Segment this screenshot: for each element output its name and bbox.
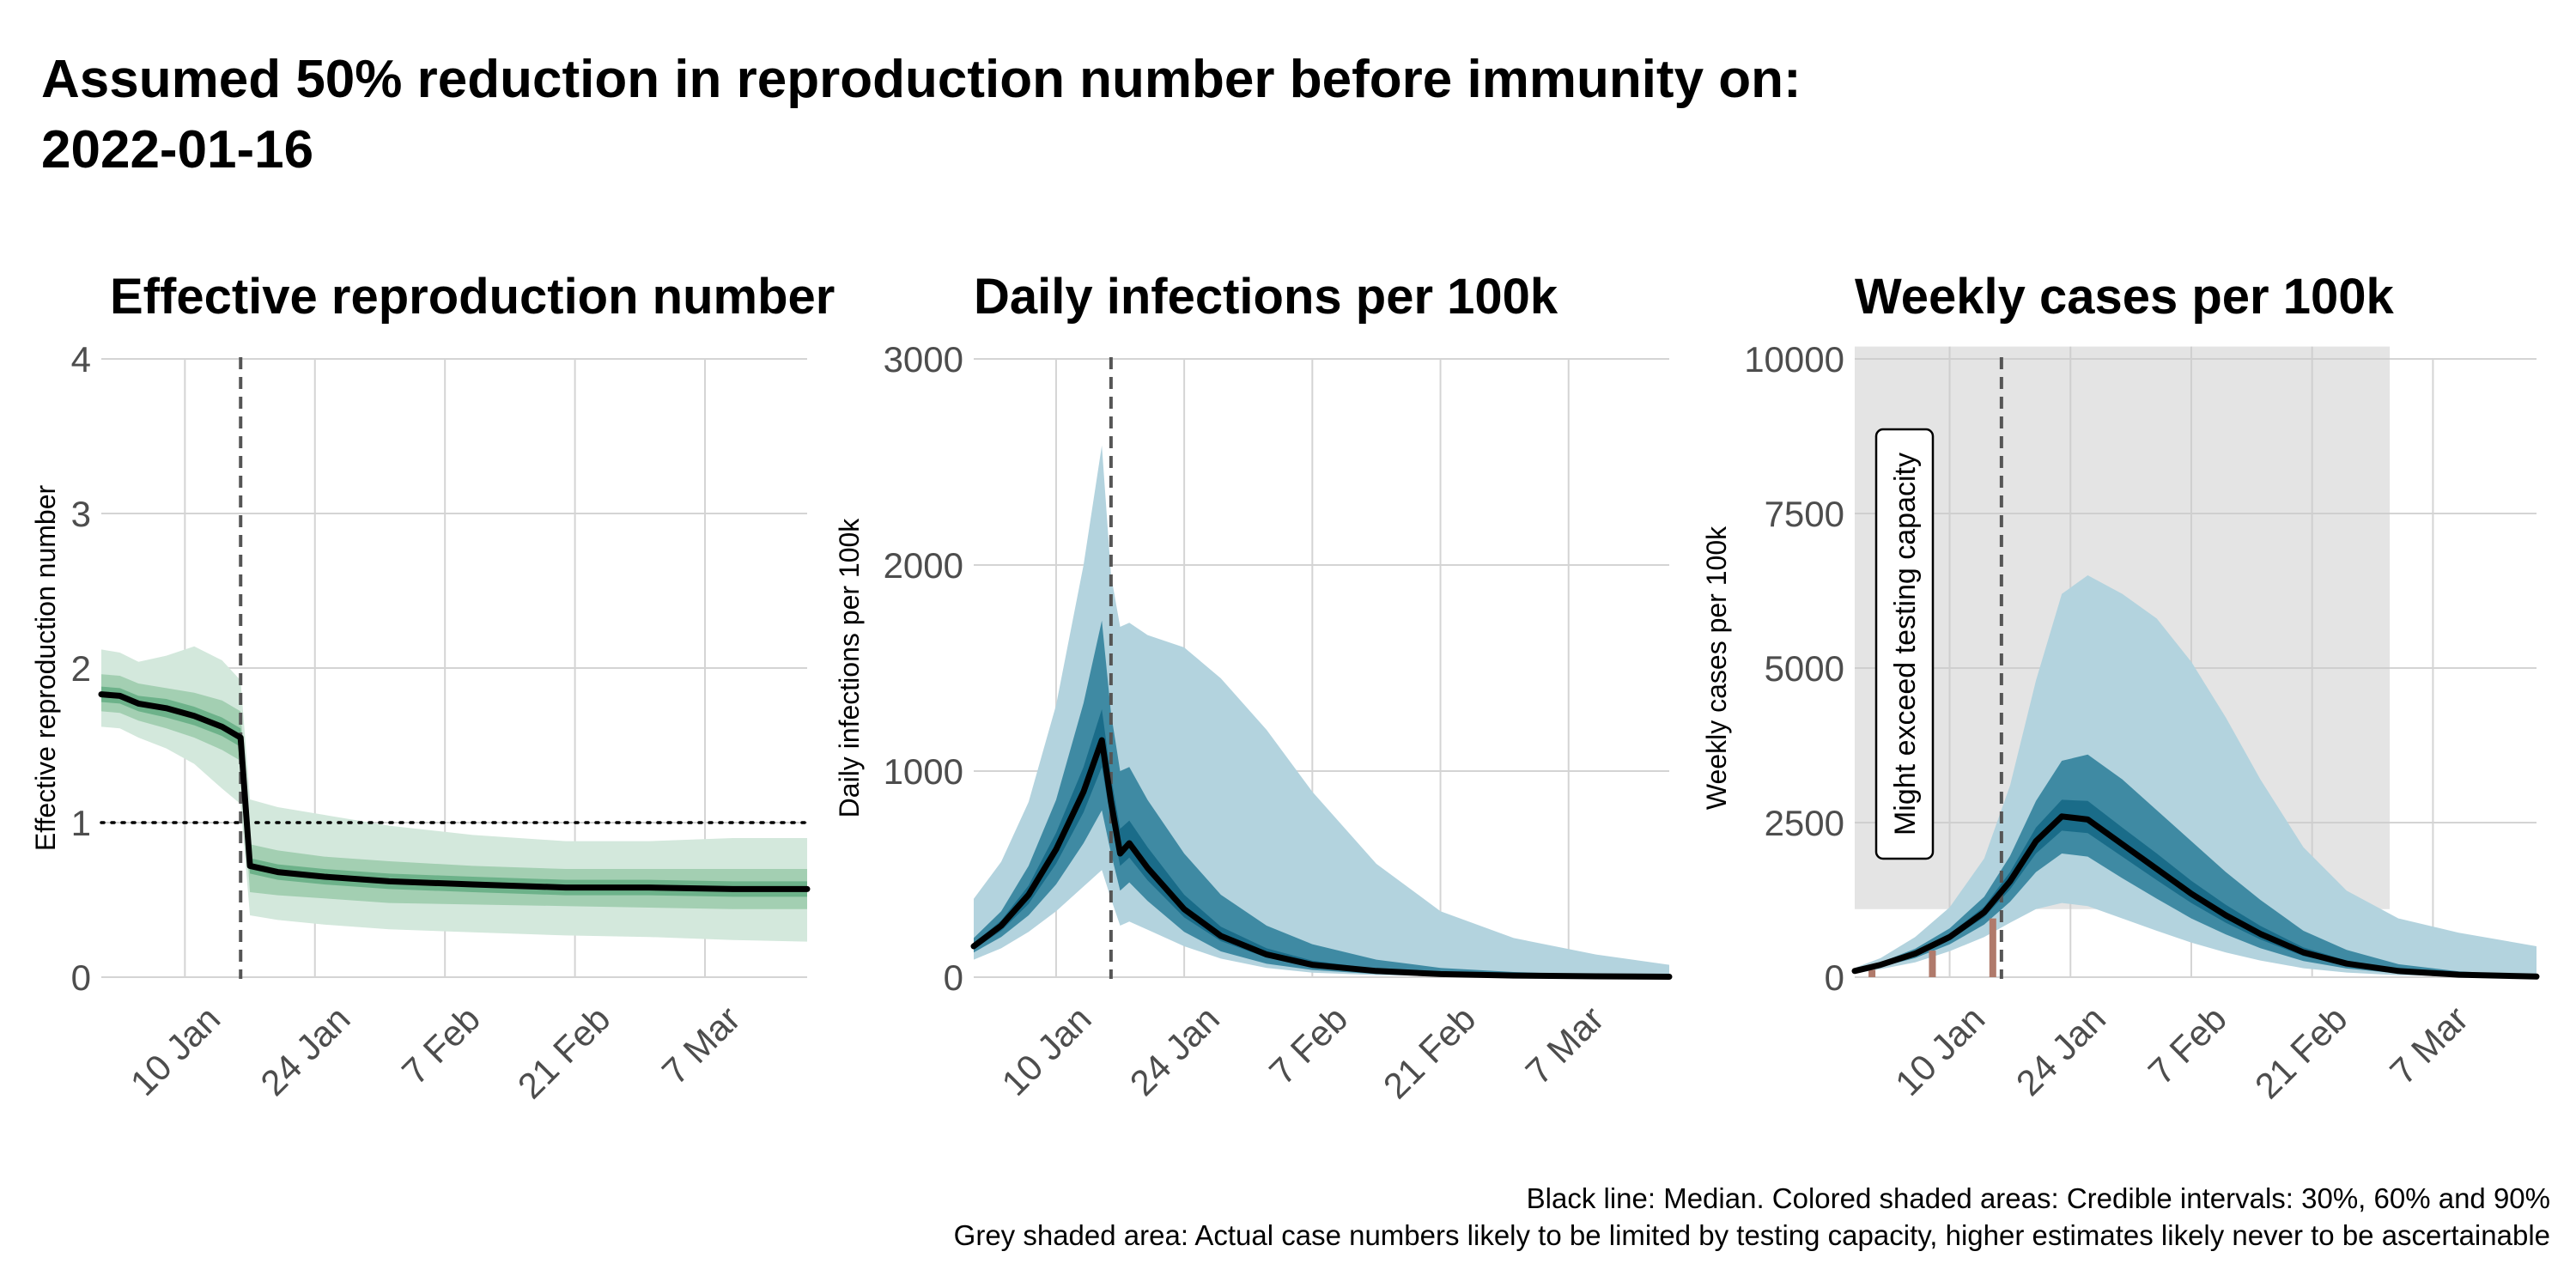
main-title: Assumed 50% reduction in reproduction nu… (41, 45, 1801, 185)
y-tick-label: 1 (71, 803, 91, 843)
x-tick-label: 24 Jan (252, 999, 357, 1103)
median-line (1851, 813, 2540, 980)
x-tick-label: 21 Feb (510, 999, 618, 1107)
x-tick-label: 10 Jan (123, 999, 228, 1103)
x-tick-label: 7 Feb (394, 999, 488, 1092)
credible-interval-ci30 (1855, 799, 2537, 977)
credible-interval-ci60 (974, 620, 1669, 977)
y-tick-label: 2500 (1765, 803, 1844, 843)
annotation-box (1874, 428, 1935, 860)
y-tick-label: 1000 (884, 751, 963, 792)
x-tick-label: 7 Mar (2382, 999, 2476, 1092)
x-tick-label: 7 Feb (2141, 999, 2234, 1092)
y-axis-label: Daily infections per 100k (834, 518, 865, 818)
y-tick-label: 7500 (1765, 494, 1844, 534)
annotation-text: Might exceed testing capacity (1889, 453, 1922, 835)
y-tick-label: 3000 (884, 339, 963, 380)
median-line (98, 691, 811, 892)
panel-effective-reproduction-number: Effective reproduction number Effective r… (30, 269, 835, 1106)
y-tick-label: 5000 (1765, 648, 1844, 689)
credible-interval-ci90 (974, 445, 1669, 977)
x-tick-label: 24 Jan (2008, 999, 2113, 1103)
panel-daily-infections: Daily infections per 100k Daily infection… (834, 269, 1673, 1107)
x-tick-label: 21 Feb (2247, 999, 2355, 1107)
panel-weekly-cases: Might exceed testing capacity Weekly case… (1701, 269, 2540, 1107)
y-tick-label: 0 (944, 957, 963, 998)
x-tick-label: 10 Jan (1887, 999, 1992, 1103)
x-tick-label: 21 Feb (1376, 999, 1484, 1107)
y-axis-label: Effective reproduction number (30, 485, 61, 852)
reported-cases-bar (1929, 951, 1936, 977)
panel-title: Weekly cases per 100k (1855, 269, 2394, 325)
credible-interval-ci60 (1855, 754, 2537, 977)
x-tick-label: 7 Feb (1261, 999, 1355, 1092)
reported-cases-bar (1989, 918, 1996, 977)
caption-line-2: Grey shaded area: Actual case numbers li… (953, 1219, 2550, 1251)
main-title-line-2: 2022-01-16 (41, 120, 314, 179)
caption-line-1: Black line: Median. Colored shaded areas… (1526, 1182, 2550, 1214)
x-tick-label: 10 Jan (993, 999, 1098, 1103)
y-tick-label: 3 (71, 494, 91, 534)
capacity-annotation: Might exceed testing capacity (1874, 428, 1935, 860)
median-line (970, 737, 1673, 980)
y-tick-label: 2 (71, 648, 91, 689)
y-tick-label: 10000 (1744, 339, 1844, 380)
x-tick-label: 24 Jan (1122, 999, 1227, 1103)
y-tick-label: 0 (1825, 957, 1844, 998)
y-tick-label: 4 (71, 339, 91, 380)
chart-caption: Black line: Median. Colored shaded areas… (954, 1180, 2550, 1254)
panel-title: Daily infections per 100k (974, 269, 1558, 325)
x-tick-label: 7 Mar (1517, 999, 1611, 1092)
y-tick-label: 0 (71, 957, 91, 998)
reported-cases-bar (1868, 969, 1876, 977)
y-axis-label: Weekly cases per 100k (1701, 526, 1732, 810)
panel-title: Effective reproduction number (110, 269, 835, 325)
x-tick-label: 7 Mar (654, 999, 748, 1092)
y-tick-label: 2000 (884, 545, 963, 586)
main-title-line-1: Assumed 50% reduction in reproduction nu… (41, 50, 1801, 109)
credible-interval-ci60 (101, 674, 807, 909)
